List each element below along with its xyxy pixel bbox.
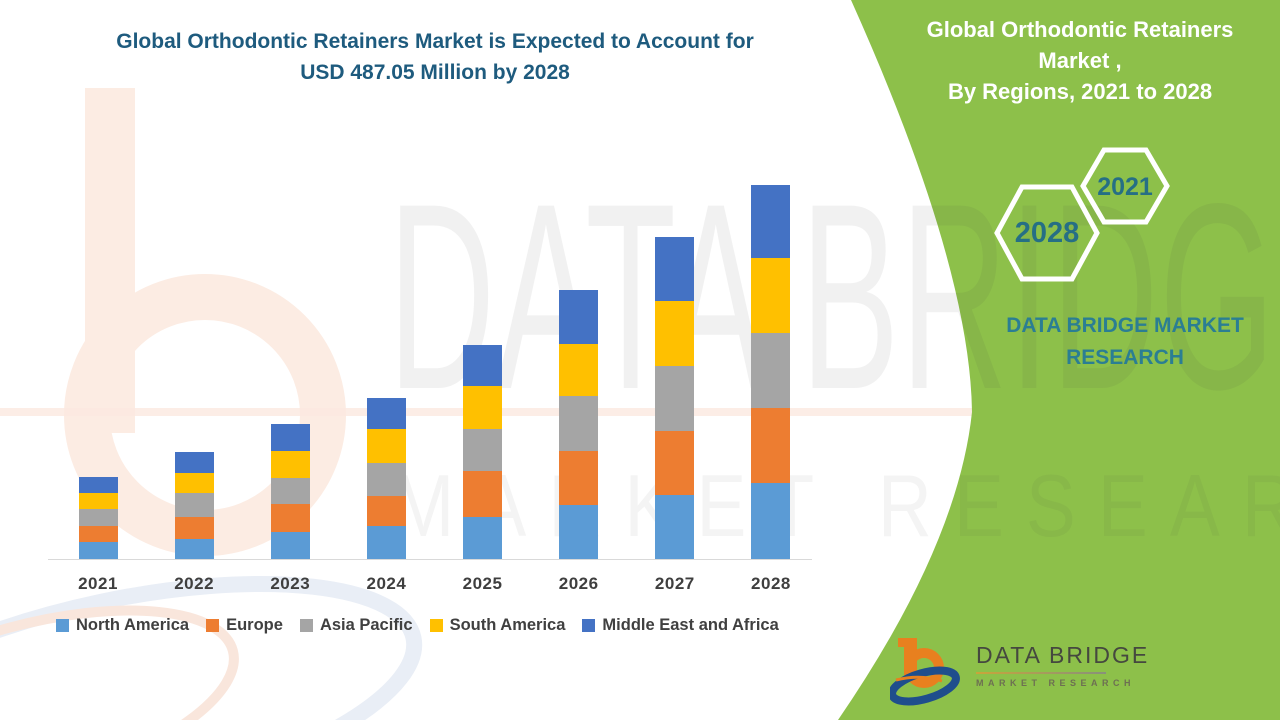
legend-label: Asia Pacific (319, 616, 413, 634)
x-label-2027: 2027 (654, 574, 695, 593)
bar-segment-europe-2027 (655, 431, 695, 495)
bar-segment-europe-2021 (78, 525, 118, 543)
bar-segment-middle-east-and-africa-2025 (463, 344, 503, 386)
bar-segment-north-america-2024 (366, 526, 406, 559)
legend-item-asia-pacific: Asia Pacific (299, 616, 413, 635)
bar-segment-europe-2026 (559, 451, 599, 505)
bar-segment-north-america-2026 (559, 504, 599, 559)
legend-marker-icon (429, 619, 443, 632)
hexagon-2021-label: 2021 (1097, 173, 1153, 201)
bar-segment-europe-2025 (463, 471, 503, 517)
bar-segment-south-america-2028 (751, 258, 791, 334)
stacked-bar-chart: 2021 2022 2023 2024 2025 2026 2027 2028 (48, 185, 812, 593)
chart-title-line2: USD 487.05 Million by 2028 (300, 61, 570, 84)
bar-segment-south-america-2024 (366, 429, 406, 464)
bar-segment-europe-2023 (270, 504, 310, 532)
bar-segment-south-america-2026 (559, 343, 599, 396)
bar-segment-north-america-2028 (751, 483, 791, 559)
bar-2021 (78, 477, 118, 559)
brand-text-line2: RESEARCH (1066, 346, 1184, 369)
x-axis-line (48, 559, 812, 560)
panel-heading-line3: By Regions, 2021 to 2028 (947, 79, 1213, 104)
x-label-2026: 2026 (558, 574, 599, 593)
legend-item-europe: Europe (206, 616, 283, 635)
x-label-2023: 2023 (270, 574, 311, 593)
panel-heading-line1: Global Orthodontic Retainers (926, 17, 1234, 42)
bar-segment-asia-pacific-2026 (559, 395, 599, 452)
x-label-2021: 2021 (78, 574, 118, 593)
chart-title: Global Orthodontic Retainers Market is E… (40, 26, 830, 88)
bar-segment-middle-east-and-africa-2023 (270, 424, 310, 451)
legend-marker-icon (56, 619, 69, 632)
bar-segment-asia-pacific-2024 (366, 463, 406, 496)
bar-segment-south-america-2023 (270, 451, 310, 478)
legend-label: South America (449, 616, 566, 634)
bar-2025 (463, 344, 503, 559)
logo-underline (976, 672, 1106, 674)
bar-2022 (174, 452, 214, 559)
panel-heading-line2: Market , (1038, 48, 1122, 73)
x-label-2024: 2024 (366, 574, 407, 593)
x-label-2022: 2022 (174, 574, 215, 593)
data-bridge-logo-icon (890, 638, 960, 706)
legend-label: Middle East and Africa (602, 616, 779, 634)
legend-marker-icon (206, 619, 220, 632)
bar-segment-europe-2022 (174, 517, 214, 539)
bar-segment-south-america-2025 (463, 385, 503, 430)
legend-marker-icon (299, 619, 313, 632)
bar-segment-middle-east-and-africa-2022 (174, 452, 214, 473)
bar-segment-asia-pacific-2023 (270, 478, 310, 504)
legend-marker-icon (582, 619, 596, 632)
logo-text: DATA BRIDGE MARKET RESEARCH (976, 634, 1149, 688)
legend-label: North America (76, 616, 190, 634)
bar-2027 (655, 237, 695, 559)
bar-segment-middle-east-and-africa-2027 (655, 237, 695, 301)
bar-segment-asia-pacific-2028 (751, 333, 791, 409)
brand-text: DATA BRIDGE MARKET RESEARCH (950, 310, 1280, 374)
bar-segment-asia-pacific-2027 (655, 365, 695, 432)
legend-item-south-america: South America (429, 616, 566, 635)
bar-segment-north-america-2027 (655, 494, 695, 559)
bar-segment-middle-east-and-africa-2024 (366, 398, 406, 430)
bar-segment-south-america-2021 (78, 493, 118, 510)
chart-title-line1: Global Orthodontic Retainers Market is E… (116, 30, 754, 53)
bar-segment-europe-2024 (366, 495, 406, 527)
bar-segment-europe-2028 (751, 408, 791, 484)
brand-text-line1: DATA BRIDGE MARKET (1006, 314, 1244, 337)
bar-segment-south-america-2022 (174, 473, 214, 493)
x-label-2025: 2025 (462, 574, 503, 593)
bar-2023 (270, 424, 310, 559)
bar-2024 (366, 398, 406, 559)
panel-heading: Global Orthodontic Retainers Market , By… (880, 14, 1280, 107)
bar-segment-north-america-2023 (270, 532, 310, 559)
chart-legend: North America Europe Asia Pacific South Ame… (56, 616, 846, 635)
bar-segment-middle-east-and-africa-2028 (751, 185, 791, 259)
logo-title: DATA BRIDGE (976, 642, 1150, 668)
data-bridge-logo: DATA BRIDGE MARKET RESEARCH (890, 634, 1149, 706)
bar-segment-north-america-2021 (78, 542, 118, 559)
bar-segment-asia-pacific-2025 (463, 429, 503, 472)
legend-label: Europe (226, 616, 283, 634)
bar-segment-north-america-2025 (463, 517, 503, 559)
logo-subtitle: MARKET RESEARCH (976, 678, 1136, 688)
bar-segment-south-america-2027 (655, 300, 695, 366)
bar-2026 (559, 290, 599, 559)
hexagon-2028-label: 2028 (1014, 217, 1080, 249)
legend-item-north-america: North America (56, 616, 189, 635)
bar-segment-north-america-2022 (174, 539, 214, 559)
bar-2028 (751, 185, 791, 559)
legend-item-middle-east-and-africa: Middle East and Africa (582, 616, 779, 635)
bar-segment-middle-east-and-africa-2021 (78, 477, 118, 494)
bar-segment-middle-east-and-africa-2026 (559, 290, 599, 344)
bar-segment-asia-pacific-2021 (78, 509, 118, 526)
bar-segment-asia-pacific-2022 (174, 493, 214, 517)
x-label-2028: 2028 (751, 574, 791, 593)
